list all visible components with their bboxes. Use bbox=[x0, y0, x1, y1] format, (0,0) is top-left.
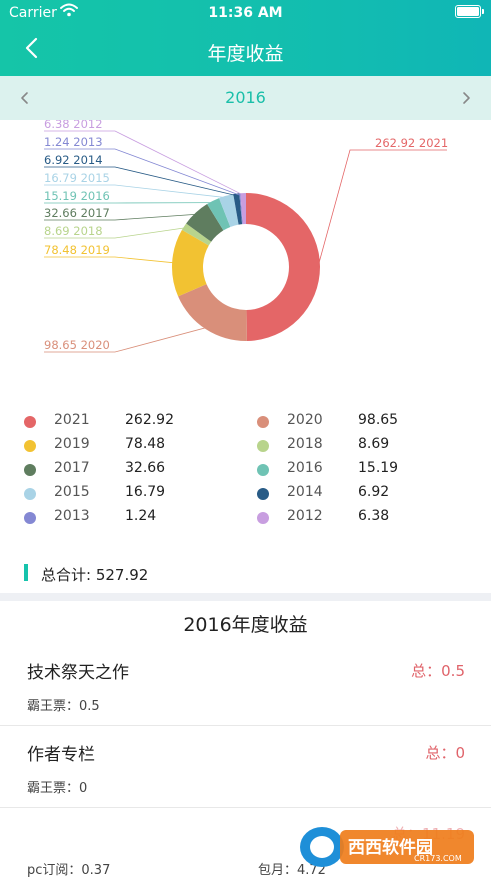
status-bar: Carrier 11:36 AM bbox=[0, 0, 491, 26]
work-total: 总：0.5 bbox=[411, 660, 465, 681]
section-separator bbox=[0, 593, 491, 601]
slice-label-2012: 6.38 2012 bbox=[44, 120, 103, 131]
donut-slice-2021 bbox=[246, 193, 320, 341]
legend-value: 78.48 bbox=[125, 436, 165, 452]
legend-item: 2014 6.92 bbox=[257, 483, 457, 505]
leader-line-2019 bbox=[44, 257, 174, 263]
next-year-button[interactable] bbox=[457, 88, 475, 108]
year-selector: 2016 bbox=[0, 76, 491, 120]
slice-label-2019: 78.48 2019 bbox=[44, 243, 110, 257]
legend-color-dot bbox=[257, 512, 269, 524]
legend-color-dot bbox=[24, 512, 36, 524]
clock: 11:36 AM bbox=[0, 5, 491, 21]
legend-color-dot bbox=[24, 440, 36, 452]
total-sum: 总合计: 527.92 bbox=[41, 564, 148, 585]
work-ticket-income: 霸王票：0 bbox=[27, 777, 87, 796]
legend-value: 8.69 bbox=[358, 436, 389, 452]
legend-item: 2021 262.92 bbox=[24, 411, 224, 433]
slice-label-2021: 262.92 2021 bbox=[375, 136, 448, 150]
slice-label-2016: 15.19 2016 bbox=[44, 189, 110, 203]
legend-item: 2012 6.38 bbox=[257, 507, 457, 529]
slice-label-2020: 98.65 2020 bbox=[44, 338, 110, 352]
legend-item: 2013 1.24 bbox=[24, 507, 224, 529]
watermark-url: CR173.COM bbox=[414, 854, 462, 863]
legend-item: 2015 16.79 bbox=[24, 483, 224, 505]
legend-color-dot bbox=[257, 416, 269, 428]
legend-value: 1.24 bbox=[125, 508, 156, 524]
slice-label-2014: 6.92 2014 bbox=[44, 153, 103, 167]
slice-label-2018: 8.69 2018 bbox=[44, 224, 103, 238]
slice-label-2017: 32.66 2017 bbox=[44, 206, 110, 220]
legend-year: 2014 bbox=[287, 484, 323, 500]
legend-year: 2012 bbox=[287, 508, 323, 524]
legend-year: 2013 bbox=[54, 508, 90, 524]
earnings-donut-chart: 262.92 2021 98.65 2020 78.48 2019 8.69 2018… bbox=[0, 120, 491, 380]
legend-color-dot bbox=[257, 464, 269, 476]
work-name: 作者专栏 bbox=[27, 740, 95, 765]
legend-color-dot bbox=[257, 440, 269, 452]
legend-value: 32.66 bbox=[125, 460, 165, 476]
legend-value: 15.19 bbox=[358, 460, 398, 476]
page-title: 年度收益 bbox=[0, 39, 491, 66]
legend-year: 2021 bbox=[54, 412, 90, 428]
battery-icon bbox=[455, 5, 481, 18]
work-ticket-income: 霸王票：0.5 bbox=[27, 695, 100, 714]
legend-year: 2020 bbox=[287, 412, 323, 428]
legend-year: 2015 bbox=[54, 484, 90, 500]
legend-value: 16.79 bbox=[125, 484, 165, 500]
app-header: Carrier 11:36 AM 年度收益 bbox=[0, 0, 491, 76]
legend-item: 2019 78.48 bbox=[24, 435, 224, 457]
divider bbox=[0, 807, 491, 808]
chart-legend: 2021 262.92 2020 98.65 2019 78.48 2018 8.69 2017… bbox=[0, 402, 491, 542]
legend-item: 2016 15.19 bbox=[257, 459, 457, 481]
leader-line-2021 bbox=[318, 150, 447, 267]
legend-value: 262.92 bbox=[125, 412, 174, 428]
legend-color-dot bbox=[24, 488, 36, 500]
legend-item: 2018 8.69 bbox=[257, 435, 457, 457]
legend-value: 6.38 bbox=[358, 508, 389, 524]
watermark-logo: 西西软件园 CR173.COM bbox=[296, 822, 476, 872]
legend-color-dot bbox=[257, 488, 269, 500]
legend-year: 2019 bbox=[54, 436, 90, 452]
legend-color-dot bbox=[24, 416, 36, 428]
slice-label-2013: 1.24 2013 bbox=[44, 135, 103, 149]
section-title: 2016年度收益 bbox=[0, 610, 491, 637]
work-total: 总：0 bbox=[425, 742, 465, 763]
divider bbox=[0, 725, 491, 726]
legend-value: 6.92 bbox=[358, 484, 389, 500]
work-name: 技术祭天之作 bbox=[27, 658, 129, 683]
legend-year: 2016 bbox=[287, 460, 323, 476]
legend-color-dot bbox=[24, 464, 36, 476]
legend-value: 98.65 bbox=[358, 412, 398, 428]
selected-year: 2016 bbox=[0, 88, 491, 107]
legend-year: 2018 bbox=[287, 436, 323, 452]
slice-label-2015: 16.79 2015 bbox=[44, 171, 110, 185]
legend-year: 2017 bbox=[54, 460, 90, 476]
total-accent-bar bbox=[24, 564, 28, 581]
legend-item: 2017 32.66 bbox=[24, 459, 224, 481]
pc-subscription: pc订阅：0.37 bbox=[27, 859, 110, 878]
legend-item: 2020 98.65 bbox=[257, 411, 457, 433]
